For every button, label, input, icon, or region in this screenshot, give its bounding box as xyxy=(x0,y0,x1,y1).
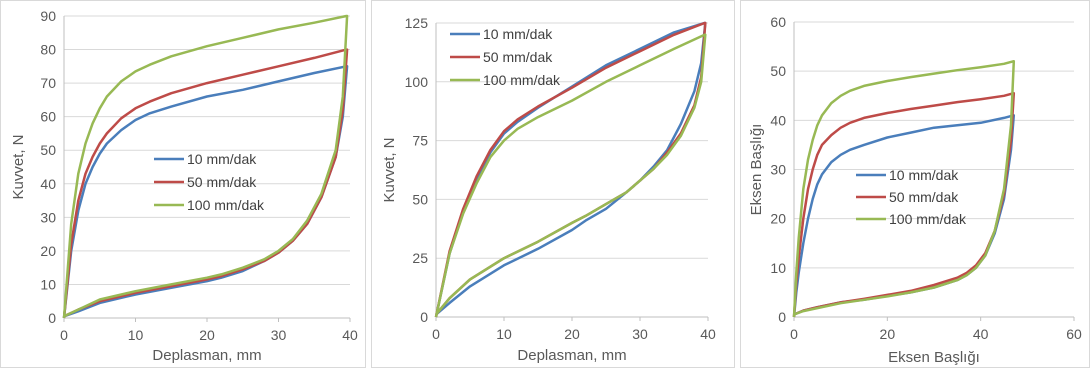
chart-1-x-tick-label: 40 xyxy=(342,327,358,343)
chart-1-y-tick-label: 20 xyxy=(40,243,56,259)
chart-2-y-tick-label: 100 xyxy=(405,74,429,90)
chart-panel-1: 0 10 20 30 40 50 60 70 80 90 0 10 20 30 40 10 mm/dak 50 … xyxy=(0,0,366,368)
chart-1-x-tick-label: 30 xyxy=(271,327,287,343)
chart-3-series-line-3 xyxy=(792,60,1016,318)
chart-3-y-tick-label: 40 xyxy=(770,112,786,128)
chart-2-legend-label-2: 50 mm/dak xyxy=(483,49,553,65)
chart-3-x-tick-label: 40 xyxy=(973,326,989,342)
chart-1-y-tick-label: 70 xyxy=(40,75,56,91)
chart-3-x-tick-label: 20 xyxy=(880,326,896,342)
chart-2-x-axis-title: Deplasman, mm xyxy=(517,347,626,364)
chart-1-y-tick-label: 60 xyxy=(40,109,56,125)
chart-2-y-tick-label: 75 xyxy=(412,133,428,149)
chart-3-y-tick-label: 60 xyxy=(770,14,786,30)
chart-1-y-tick-label: 40 xyxy=(40,176,56,192)
chart-3-y-tick-label: 50 xyxy=(770,63,786,79)
chart-3-legend-label-2: 50 mm/dak xyxy=(889,189,959,205)
chart-2-x-tick-label: 30 xyxy=(632,326,648,342)
chart-1-x-axis-title: Deplasman, mm xyxy=(152,347,261,364)
chart-2-x-tick-label: 10 xyxy=(496,326,512,342)
chart-panel-3: 0 10 20 30 40 50 60 0 20 40 60 10 mm/dak 50 mm/dak 10… xyxy=(740,0,1090,368)
chart-2-legend-label-1: 10 mm/dak xyxy=(483,26,553,42)
chart-1-legend-label-1: 10 mm/dak xyxy=(187,151,257,167)
chart-2-y-tick-label: 25 xyxy=(412,250,428,266)
chart-1-series-line-3 xyxy=(62,14,349,319)
chart-2-x-tick-label: 0 xyxy=(432,326,440,342)
chart-1-y-tick-label: 0 xyxy=(48,310,56,326)
chart-2-svg: 0 25 50 75 100 125 0 10 20 30 40 10 mm/dak 50 mm/dak… xyxy=(381,15,716,364)
chart-panel-2: 0 25 50 75 100 125 0 10 20 30 40 10 mm/dak 50 mm/dak… xyxy=(371,0,735,368)
chart-3-y-tick-label: 0 xyxy=(778,309,786,325)
chart-2-y-tick-label: 125 xyxy=(405,15,429,31)
chart-2-series-line-3 xyxy=(434,33,707,318)
chart-2-series-line-2 xyxy=(434,21,707,318)
chart-3-svg: 0 10 20 30 40 50 60 0 20 40 60 10 mm/dak 50 mm/dak 10… xyxy=(748,14,1082,366)
chart-3-x-tick-label: 0 xyxy=(790,326,798,342)
chart-2-y-tick-label: 0 xyxy=(420,309,428,325)
chart-2-y-tick-label: 50 xyxy=(412,191,428,207)
chart-3-y-tick-label: 20 xyxy=(770,211,786,227)
chart-1-y-tick-label: 10 xyxy=(40,276,56,292)
chart-1-y-tick-label: 50 xyxy=(40,142,56,158)
chart-1-series-line-2 xyxy=(62,48,349,319)
chart-3-y-axis-title: Eksen Başlığı xyxy=(748,124,765,216)
chart-3-y-tick-label: 10 xyxy=(770,260,786,276)
chart-2-x-tick-label: 40 xyxy=(700,326,716,342)
chart-2-y-axis-title: Kuvvet, N xyxy=(381,137,398,202)
chart-2-x-tick-label: 20 xyxy=(564,326,580,342)
chart-2-legend-label-3: 100 mm/dak xyxy=(483,72,561,88)
chart-3-series-line-2 xyxy=(792,92,1016,318)
chart-1-legend-label-2: 50 mm/dak xyxy=(187,174,257,190)
chart-1-y-tick-label: 30 xyxy=(40,209,56,225)
chart-1-x-tick-label: 0 xyxy=(60,327,68,343)
chart-3-legend-label-3: 100 mm/dak xyxy=(889,211,967,227)
chart-1-legend-label-3: 100 mm/dak xyxy=(187,197,265,213)
chart-1-x-tick-label: 10 xyxy=(128,327,144,343)
chart-1-y-tick-label: 80 xyxy=(40,42,56,58)
chart-1-y-tick-label: 90 xyxy=(40,8,56,24)
chart-3-x-axis-title: Eksen Başlığı xyxy=(888,349,980,366)
chart-1-x-tick-label: 20 xyxy=(199,327,215,343)
chart-2-series-line-1 xyxy=(434,21,707,318)
chart-1-svg: 0 10 20 30 40 50 60 70 80 90 0 10 20 30 40 10 mm/dak 50 … xyxy=(10,8,358,364)
chart-3-y-tick-label: 30 xyxy=(770,162,786,178)
chart-3-x-tick-label: 60 xyxy=(1066,326,1082,342)
chart-3-legend-label-1: 10 mm/dak xyxy=(889,167,959,183)
chart-1-y-axis-title: Kuvvet, N xyxy=(10,134,27,199)
